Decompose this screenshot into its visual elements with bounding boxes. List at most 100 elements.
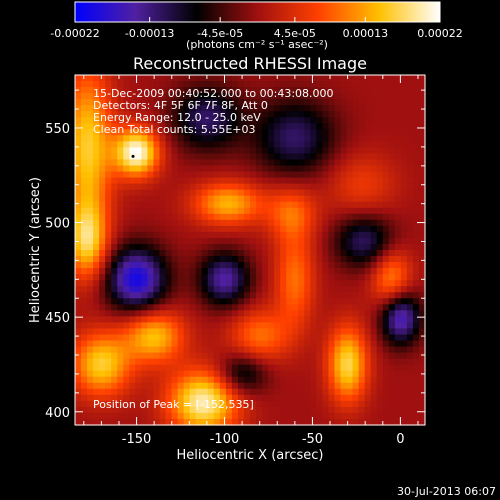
heatmap-cell xyxy=(412,250,420,257)
heatmap-cell xyxy=(394,292,402,299)
heatmap-cell xyxy=(195,81,203,88)
heatmap-cell xyxy=(105,129,112,136)
heatmap-cell xyxy=(382,231,390,239)
chart-title: Reconstructed RHESSI Image xyxy=(133,54,367,73)
heatmap-cell xyxy=(400,286,408,293)
heatmap-cell xyxy=(316,418,324,426)
heatmap-cell xyxy=(322,328,330,336)
heatmap-cell xyxy=(334,129,342,136)
heatmap-cell xyxy=(316,75,324,82)
heatmap-cell xyxy=(352,189,360,197)
colorbar-tick-label: -4.5e-05 xyxy=(197,27,243,40)
heatmap-cell xyxy=(123,418,130,426)
heatmap-cell xyxy=(207,286,215,293)
heatmap-cell xyxy=(153,268,161,275)
heatmap-cell xyxy=(382,135,390,142)
heatmap-cell xyxy=(328,322,336,330)
heatmap-cell xyxy=(322,316,330,324)
heatmap-cell xyxy=(310,99,317,106)
heatmap-cell xyxy=(147,129,155,136)
heatmap-cell xyxy=(231,268,239,275)
heatmap-cell xyxy=(274,346,281,354)
heatmap-cell xyxy=(243,352,251,360)
heatmap-cell xyxy=(370,141,378,149)
heatmap-cell xyxy=(207,334,215,342)
heatmap-cell xyxy=(183,388,191,396)
heatmap-cell xyxy=(237,111,245,118)
heatmap-cell xyxy=(310,111,317,118)
heatmap-cell xyxy=(225,165,233,173)
heatmap-cell xyxy=(250,177,257,185)
heatmap-cell xyxy=(207,406,215,414)
heatmap-cell xyxy=(225,382,233,390)
heatmap-cell xyxy=(286,183,293,191)
heatmap-cell xyxy=(165,262,173,269)
heatmap-cell xyxy=(364,147,372,155)
heatmap-cell xyxy=(93,280,100,287)
heatmap-cell xyxy=(352,105,360,112)
heatmap-cell xyxy=(99,171,106,179)
heatmap-cell xyxy=(346,364,354,372)
heatmap-cell xyxy=(81,394,88,402)
heatmap-cell xyxy=(376,159,384,167)
heatmap-cell xyxy=(370,256,378,263)
heatmap-cell xyxy=(231,207,239,215)
heatmap-cell xyxy=(117,340,124,348)
heatmap-cell xyxy=(304,346,311,354)
heatmap-cell xyxy=(310,129,317,136)
heatmap-cell xyxy=(346,340,354,348)
heatmap-cell xyxy=(93,135,100,142)
heatmap-cell xyxy=(177,177,185,185)
heatmap-cell xyxy=(370,243,378,251)
heatmap-cell xyxy=(322,340,330,348)
heatmap-cell xyxy=(388,370,396,378)
heatmap-cell xyxy=(237,105,245,112)
heatmap-cell xyxy=(274,225,281,233)
heatmap-cell xyxy=(159,147,167,155)
heatmap-cell xyxy=(310,286,317,293)
heatmap-cell xyxy=(352,388,360,396)
heatmap-cell xyxy=(328,237,336,245)
heatmap-cell xyxy=(340,250,348,257)
heatmap-cell xyxy=(382,183,390,191)
heatmap-cell xyxy=(81,268,88,275)
heatmap-cell xyxy=(225,268,233,275)
heatmap-cell xyxy=(153,382,161,390)
heatmap-cell xyxy=(322,418,330,426)
y-tick-label: 500 xyxy=(45,217,70,232)
heatmap-cell xyxy=(105,328,112,336)
heatmap-cell xyxy=(171,400,179,408)
heatmap-cell xyxy=(286,147,293,155)
heatmap-cell xyxy=(334,310,342,317)
heatmap-cell xyxy=(105,352,112,360)
heatmap-cell xyxy=(87,256,94,263)
heatmap-cell xyxy=(334,99,342,106)
heatmap-cell xyxy=(370,165,378,173)
heatmap-cell xyxy=(147,316,155,324)
heatmap-cell xyxy=(225,153,233,161)
heatmap-cell xyxy=(135,406,142,414)
heatmap-cell xyxy=(153,292,161,299)
heatmap-cell xyxy=(346,286,354,293)
heatmap-cell xyxy=(231,171,239,179)
heatmap-cell xyxy=(376,189,384,197)
heatmap-cell xyxy=(207,75,215,82)
heatmap-cell xyxy=(250,376,257,384)
heatmap-cell xyxy=(340,213,348,221)
heatmap-cell xyxy=(412,340,420,348)
colorbar-units-label: (photons cm⁻² s⁻¹ asec⁻²) xyxy=(186,38,328,51)
heatmap-cell xyxy=(292,93,299,100)
heatmap-cell xyxy=(280,400,287,408)
heatmap-cell xyxy=(105,117,112,124)
heatmap-cell xyxy=(310,352,317,360)
heatmap-cell xyxy=(376,129,384,136)
heatmap-cell xyxy=(111,225,118,233)
heatmap-cell xyxy=(358,334,366,342)
heatmap-cell xyxy=(93,316,100,324)
heatmap-cell xyxy=(358,237,366,245)
heatmap-cell xyxy=(231,394,239,402)
heatmap-cell xyxy=(111,304,118,311)
heatmap-cell xyxy=(231,231,239,239)
heatmap-cell xyxy=(99,111,106,118)
heatmap-cell xyxy=(394,213,402,221)
